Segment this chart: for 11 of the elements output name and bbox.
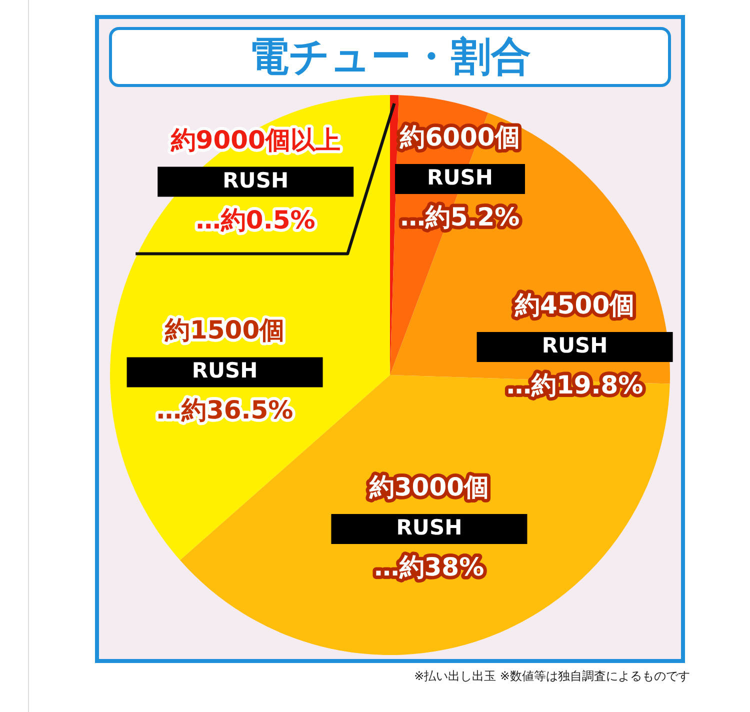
slice-label: 約6000個 RUSH [399, 122, 520, 190]
data-label: …約0.5% [196, 205, 316, 234]
text: ※払い出し出玉 ※数値等は独自調査によるものです [414, 668, 690, 685]
data-label: …約19.8% [506, 370, 644, 400]
data-label: …約36.5% [156, 396, 294, 425]
chart-title: 電チュー・割合 [109, 27, 671, 87]
slice-label: 約4500個 RUSH [514, 290, 635, 358]
data-label: …約5.2% [400, 202, 520, 232]
slice-label: 約1500個 RUSH [164, 316, 285, 383]
slice-label: 約3000個 RUSH [368, 472, 489, 540]
data-label: …約38% [374, 552, 484, 582]
